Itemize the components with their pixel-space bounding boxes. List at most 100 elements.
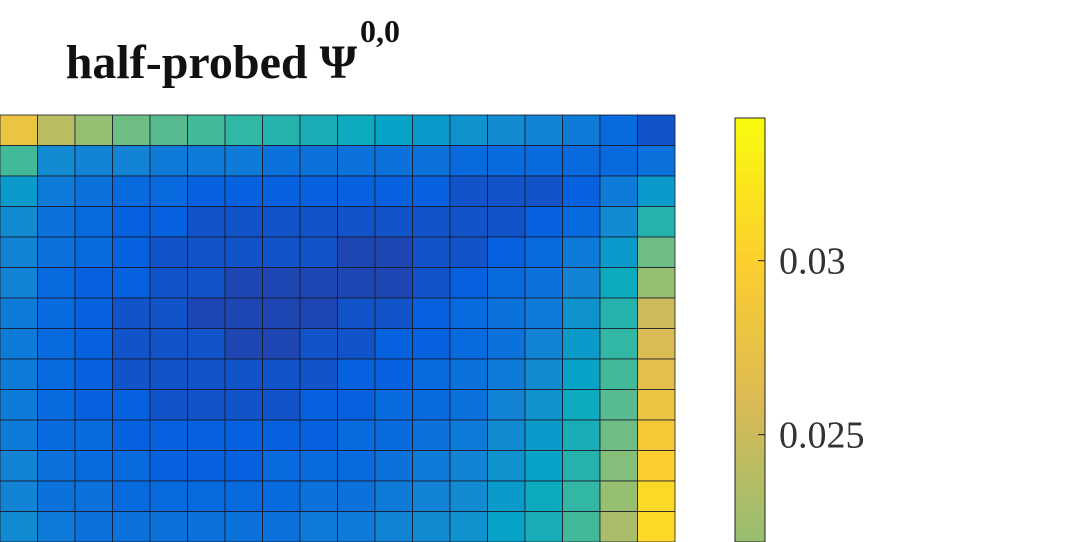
- heatmap-cell: [299, 236, 338, 268]
- colorbar-swatch: [735, 312, 765, 315]
- colorbar-swatch: [735, 204, 765, 207]
- heatmap-cell: [262, 206, 301, 238]
- colorbar-swatch: [735, 236, 765, 239]
- colorbar-swatch: [735, 388, 765, 391]
- colorbar-swatch: [735, 416, 765, 419]
- colorbar-swatch: [735, 496, 765, 499]
- chart-title-superscript: 0,0: [360, 13, 400, 49]
- heatmap-cell: [637, 206, 676, 238]
- colorbar-swatch: [735, 164, 765, 167]
- heatmap-cell: [0, 267, 38, 299]
- heatmap-cell: [187, 297, 226, 329]
- heatmap-cell: [637, 511, 676, 542]
- heatmap-cell: [562, 389, 601, 421]
- colorbar-swatch: [735, 266, 765, 269]
- heatmap-cell: [374, 480, 413, 512]
- colorbar-swatch: [735, 376, 765, 379]
- colorbar-swatch: [735, 274, 765, 277]
- heatmap-cell: [337, 328, 376, 360]
- heatmap-cell: [374, 511, 413, 542]
- colorbar-swatch: [735, 446, 765, 449]
- colorbar-swatch: [735, 306, 765, 309]
- colorbar-swatch: [735, 226, 765, 229]
- colorbar-swatch: [735, 442, 765, 445]
- heatmap-cell: [337, 206, 376, 238]
- colorbar-swatch: [735, 298, 765, 301]
- colorbar-swatch: [735, 152, 765, 155]
- colorbar-swatch: [735, 536, 765, 539]
- heatmap-cell: [112, 114, 151, 146]
- heatmap-cell: [449, 114, 488, 146]
- heatmap-cell: [562, 511, 601, 542]
- heatmap-cell: [149, 450, 188, 482]
- heatmap-cell: [449, 175, 488, 207]
- colorbar-swatch: [735, 228, 765, 231]
- colorbar-swatch: [735, 386, 765, 389]
- heatmap-cell: [562, 328, 601, 360]
- heatmap-cell: [262, 175, 301, 207]
- heatmap-cell: [449, 267, 488, 299]
- colorbar-swatch: [735, 186, 765, 189]
- colorbar-swatch: [735, 318, 765, 321]
- colorbar-swatch: [735, 118, 765, 121]
- heatmap-cell: [599, 480, 638, 512]
- colorbar-swatch: [735, 378, 765, 381]
- heatmap-cell: [224, 389, 263, 421]
- heatmap-cell: [412, 389, 451, 421]
- heatmap-cell: [637, 328, 676, 360]
- colorbar-swatch: [735, 412, 765, 415]
- colorbar-swatch: [735, 216, 765, 219]
- colorbar-swatch: [735, 244, 765, 247]
- heatmap-cell: [487, 206, 526, 238]
- heatmap-cell: [37, 297, 76, 329]
- heatmap-cell: [187, 358, 226, 390]
- colorbar-swatch: [735, 308, 765, 311]
- colorbar-swatch: [735, 272, 765, 275]
- heatmap-cell: [299, 328, 338, 360]
- heatmap-cell: [224, 206, 263, 238]
- colorbar-swatch: [735, 450, 765, 453]
- colorbar-swatch: [735, 422, 765, 425]
- colorbar-swatch: [735, 268, 765, 271]
- heatmap-cell: [37, 480, 76, 512]
- colorbar-swatch: [735, 430, 765, 433]
- heatmap-cell: [149, 511, 188, 542]
- colorbar-swatch: [735, 264, 765, 267]
- heatmap-cell: [262, 114, 301, 146]
- colorbar-swatch: [735, 232, 765, 235]
- heatmap-cell: [637, 267, 676, 299]
- heatmap-cell: [0, 511, 38, 542]
- colorbar-swatch: [735, 284, 765, 287]
- colorbar-swatch: [735, 358, 765, 361]
- colorbar-swatch: [735, 324, 765, 327]
- colorbar-swatch: [735, 250, 765, 253]
- colorbar-swatch: [735, 436, 765, 439]
- colorbar-swatch: [735, 278, 765, 281]
- colorbar-swatch: [735, 518, 765, 521]
- colorbar-swatch: [735, 128, 765, 131]
- colorbar-swatch: [735, 468, 765, 471]
- heatmap: [0, 114, 676, 542]
- heatmap-cell: [149, 206, 188, 238]
- colorbar-swatch: [735, 122, 765, 125]
- colorbar-swatch: [735, 180, 765, 183]
- heatmap-cell: [449, 145, 488, 177]
- heatmap-cell: [412, 419, 451, 451]
- heatmap-cell: [524, 358, 563, 390]
- colorbar-swatch: [735, 392, 765, 395]
- heatmap-cell: [374, 206, 413, 238]
- heatmap-cell: [112, 480, 151, 512]
- heatmap-cell: [562, 419, 601, 451]
- colorbar-swatch: [735, 380, 765, 383]
- heatmap-cell: [412, 480, 451, 512]
- heatmap-cell: [187, 389, 226, 421]
- heatmap-cell: [224, 145, 263, 177]
- heatmap-cell: [224, 114, 263, 146]
- colorbar-frame: [734, 117, 766, 542]
- heatmap-cell: [187, 236, 226, 268]
- heatmap-cell: [262, 389, 301, 421]
- heatmap-cell: [187, 206, 226, 238]
- heatmap-cell: [37, 175, 76, 207]
- heatmap-cell: [412, 114, 451, 146]
- colorbar-swatch: [735, 502, 765, 505]
